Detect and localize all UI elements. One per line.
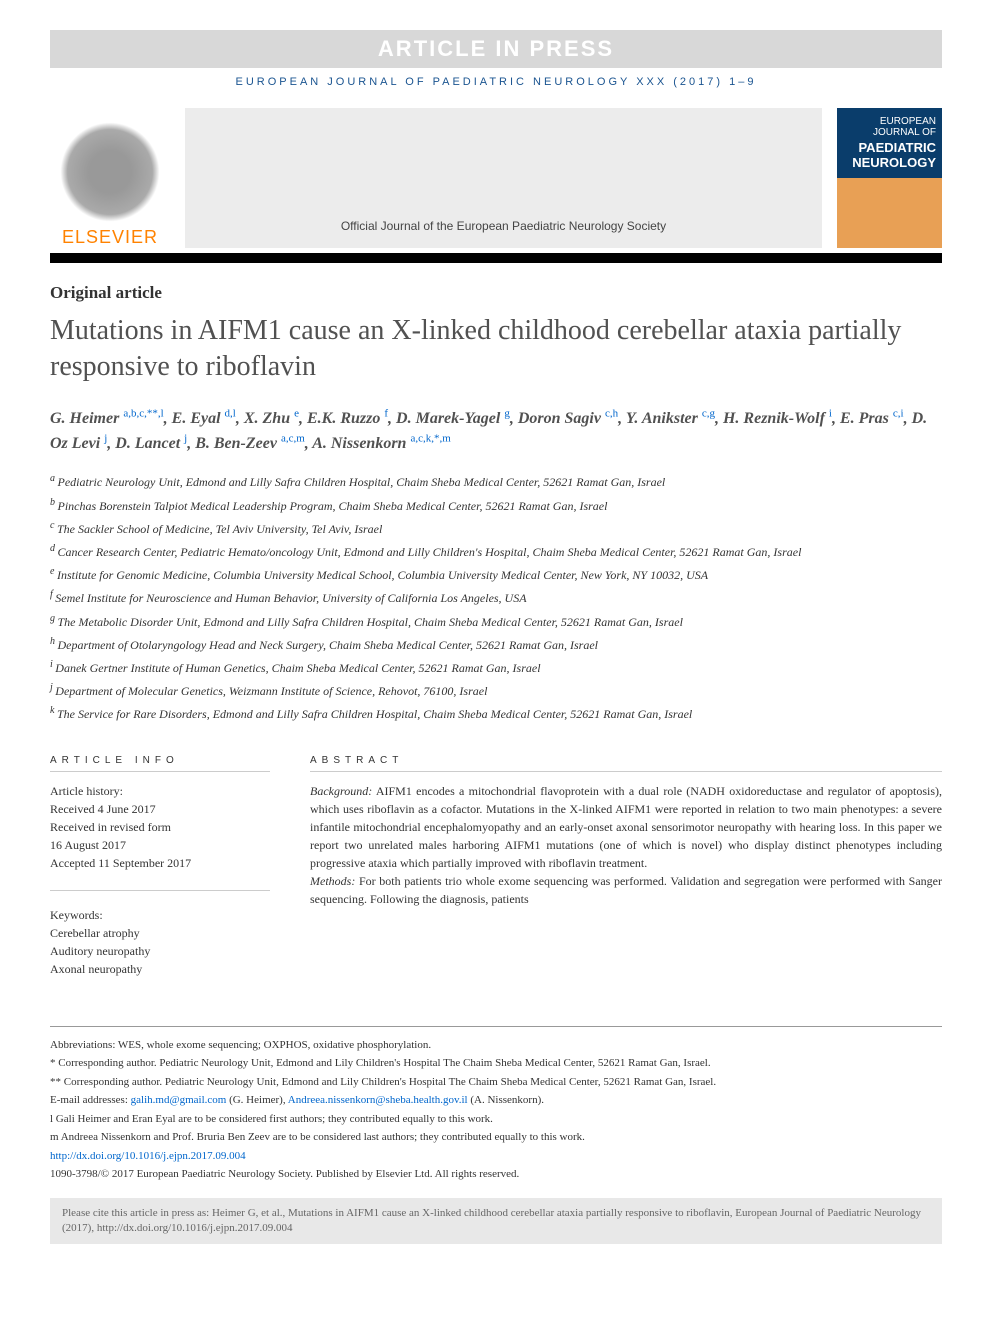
cover-subtitle: EUROPEAN JOURNAL OF	[837, 108, 942, 140]
author-affiliation-link[interactable]: c,g	[702, 408, 715, 420]
abstract-methods-label: Methods:	[310, 874, 355, 888]
affiliation: j Department of Molecular Genetics, Weiz…	[50, 680, 942, 701]
publisher-logo[interactable]: ELSEVIER	[50, 108, 170, 248]
article-in-press-banner: ARTICLE IN PRESS	[50, 30, 942, 68]
society-text: Official Journal of the European Paediat…	[341, 219, 666, 233]
affiliation: k The Service for Rare Disorders, Edmond…	[50, 703, 942, 724]
note-l: l Gali Heimer and Eran Eyal are to be co…	[50, 1111, 942, 1128]
affiliations-list: a Pediatric Neurology Unit, Edmond and L…	[50, 471, 942, 724]
author: D. Lancet j	[115, 435, 187, 452]
journal-cover[interactable]: EUROPEAN JOURNAL OF PAEDIATRIC NEUROLOGY	[837, 108, 942, 248]
cover-title-2: NEUROLOGY	[837, 155, 942, 170]
doi-link[interactable]: http://dx.doi.org/10.1016/j.ejpn.2017.09…	[50, 1150, 246, 1162]
author-affiliation-link[interactable]: d,l	[225, 408, 236, 420]
author: E. Eyal d,l	[172, 410, 236, 427]
header-block: ELSEVIER Official Journal of the Europea…	[50, 108, 942, 248]
abstract-text: Background: AIFM1 encodes a mitochondria…	[310, 782, 942, 908]
affiliation: a Pediatric Neurology Unit, Edmond and L…	[50, 471, 942, 492]
abstract-methods-text: For both patients trio whole exome seque…	[310, 874, 942, 906]
affiliation: e Institute for Genomic Medicine, Columb…	[50, 564, 942, 585]
author-affiliation-link[interactable]: g	[504, 408, 510, 420]
keyword: Auditory neuropathy	[50, 942, 270, 960]
keywords-label: Keywords:	[50, 906, 270, 924]
affiliation: c The Sackler School of Medicine, Tel Av…	[50, 518, 942, 539]
author-affiliation-link[interactable]: j	[184, 433, 187, 445]
author: Doron Sagiv c,h	[518, 410, 618, 427]
emails: E-mail addresses: galih.md@gmail.com (G.…	[50, 1092, 942, 1109]
author-affiliation-link[interactable]: c,h	[605, 408, 618, 420]
copyright: 1090-3798/© 2017 European Paediatric Neu…	[50, 1166, 942, 1183]
info-abstract-row: ARTICLE INFO Article history: Received 4…	[50, 755, 942, 996]
info-divider	[50, 890, 270, 891]
affiliation: f Semel Institute for Neuroscience and H…	[50, 587, 942, 608]
authors-list: G. Heimer a,b,c,**,l, E. Eyal d,l, X. Zh…	[50, 406, 942, 457]
article-type: Original article	[50, 283, 942, 303]
keywords: Keywords: Cerebellar atrophyAuditory neu…	[50, 906, 270, 978]
footnotes: Abbreviations: WES, whole exome sequenci…	[50, 1037, 942, 1183]
author: E. Pras c,i	[840, 410, 904, 427]
author: H. Reznik-Wolf i	[723, 410, 832, 427]
divider-bar	[50, 253, 942, 263]
journal-header: EUROPEAN JOURNAL OF PAEDIATRIC NEUROLOGY…	[50, 76, 942, 88]
citation-box: Please cite this article in press as: He…	[50, 1198, 942, 1245]
abstract-bg-label: Background:	[310, 784, 372, 798]
email-link-2[interactable]: Andreea.nissenkorn@sheba.health.gov.il	[288, 1094, 468, 1106]
abbreviations: Abbreviations: WES, whole exome sequenci…	[50, 1037, 942, 1054]
history-line: Received in revised form	[50, 818, 270, 836]
author: D. Marek-Yagel g	[396, 410, 510, 427]
author: G. Heimer a,b,c,**,l	[50, 410, 164, 427]
article-title: Mutations in AIFM1 cause an X-linked chi…	[50, 313, 942, 386]
cover-title-1: PAEDIATRIC	[837, 140, 942, 155]
author: X. Zhu e	[244, 410, 299, 427]
history-line: 16 August 2017	[50, 836, 270, 854]
author-affiliation-link[interactable]: j	[104, 433, 107, 445]
history-line: Received 4 June 2017	[50, 800, 270, 818]
corresponding-1: * Corresponding author. Pediatric Neurol…	[50, 1055, 942, 1072]
elsevier-tree-icon	[60, 122, 160, 222]
info-heading: ARTICLE INFO	[50, 755, 270, 772]
article-history: Article history: Received 4 June 2017Rec…	[50, 782, 270, 872]
affiliation: d Cancer Research Center, Pediatric Hema…	[50, 541, 942, 562]
abstract-heading: ABSTRACT	[310, 755, 942, 772]
article-info: ARTICLE INFO Article history: Received 4…	[50, 755, 270, 996]
author-affiliation-link[interactable]: a,c,k,*,m	[410, 433, 450, 445]
author: Y. Anikster c,g	[626, 410, 715, 427]
history-label: Article history:	[50, 782, 270, 800]
note-m: m Andreea Nissenkorn and Prof. Bruria Be…	[50, 1129, 942, 1146]
author-affiliation-link[interactable]: a,c,m	[281, 433, 305, 445]
author: A. Nissenkorn a,c,k,*,m	[312, 435, 451, 452]
affiliation: i Danek Gertner Institute of Human Genet…	[50, 657, 942, 678]
abstract-bg-text: AIFM1 encodes a mitochondrial flavoprote…	[310, 784, 942, 870]
history-line: Accepted 11 September 2017	[50, 854, 270, 872]
affiliation: b Pinchas Borenstein Talpiot Medical Lea…	[50, 495, 942, 516]
publisher-name: ELSEVIER	[62, 227, 158, 248]
abstract: ABSTRACT Background: AIFM1 encodes a mit…	[310, 755, 942, 996]
author-affiliation-link[interactable]: c,i	[893, 408, 904, 420]
author: B. Ben-Zeev a,c,m	[195, 435, 305, 452]
footer-divider	[50, 1026, 942, 1027]
affiliation: h Department of Otolaryngology Head and …	[50, 634, 942, 655]
author-affiliation-link[interactable]: i	[829, 408, 832, 420]
author-affiliation-link[interactable]: a,b,c,**,l	[123, 408, 163, 420]
header-center: Official Journal of the European Paediat…	[185, 108, 822, 248]
author-affiliation-link[interactable]: f	[384, 408, 388, 420]
keyword: Cerebellar atrophy	[50, 924, 270, 942]
corresponding-2: ** Corresponding author. Pediatric Neuro…	[50, 1074, 942, 1091]
affiliation: g The Metabolic Disorder Unit, Edmond an…	[50, 611, 942, 632]
author: E.K. Ruzzo f	[307, 410, 388, 427]
keyword: Axonal neuropathy	[50, 960, 270, 978]
email-link-1[interactable]: galih.md@gmail.com	[131, 1094, 227, 1106]
author-affiliation-link[interactable]: e	[294, 408, 299, 420]
